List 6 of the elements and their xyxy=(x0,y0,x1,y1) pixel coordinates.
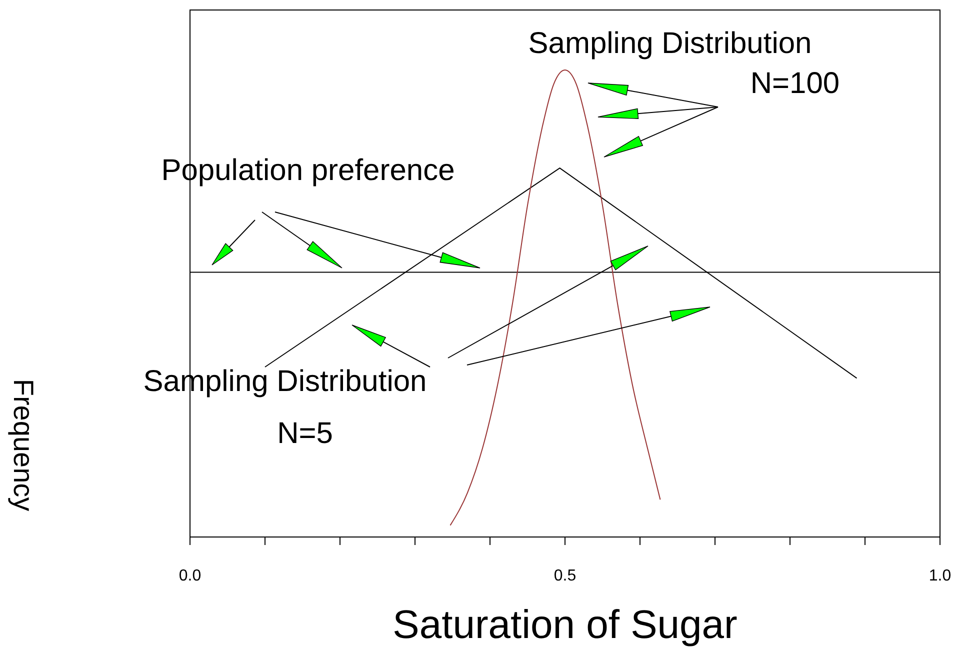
annotation: Sampling Distribution N=100 xyxy=(528,27,840,100)
x-axis-title: Saturation of Sugar xyxy=(392,603,738,647)
y-axis-title: Frequency xyxy=(8,378,39,512)
x-tick-label: 1.0 xyxy=(928,567,952,584)
x-tick-label: 0.5 xyxy=(554,567,576,584)
x-tick-label: 0.0 xyxy=(178,567,202,584)
